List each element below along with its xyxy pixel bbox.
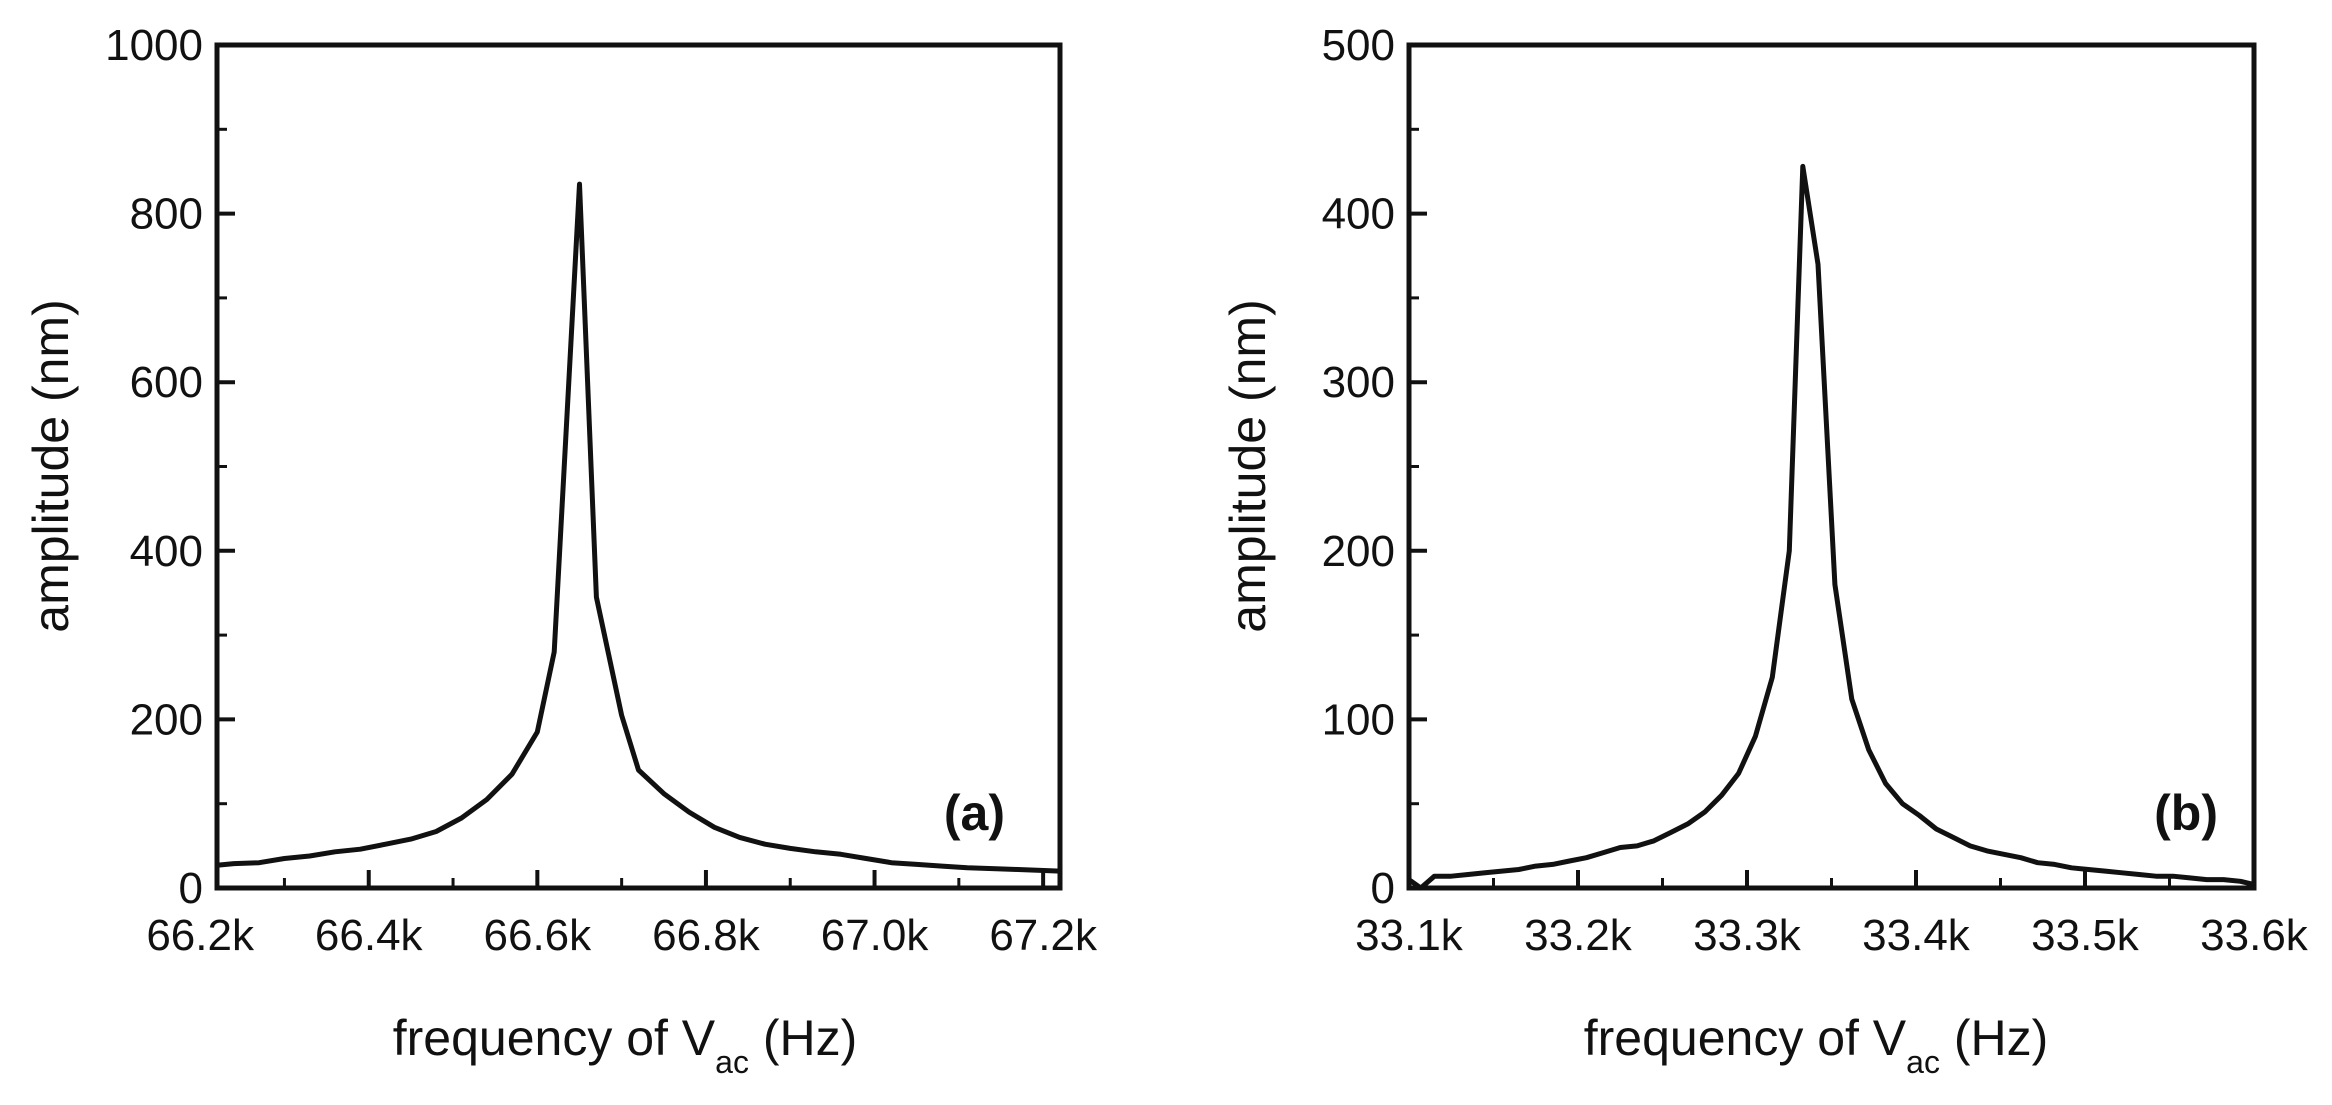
panel-a-series-line <box>216 181 1061 874</box>
panel-a-tick-labels: 66.2k 66.4k 66.6k 66.8k 67.0k 67.2k 0 200 400 600… <box>105 21 1098 960</box>
panel-a-ylabel: amplitude (nm) <box>23 299 79 632</box>
panel-a-x-tick-label: 66.8k <box>652 911 761 960</box>
panel-a-y-tick-label: 600 <box>130 358 203 407</box>
panel-b-y-tick-label: 0 <box>1371 864 1395 913</box>
panel-a-plot-frame: 66.2k 66.4k 66.6k 66.8k 67.0k 67.2k 0 200 400 600… <box>105 21 1098 960</box>
panel-b-x-tick-label: 33.3k <box>1693 911 1802 960</box>
panel-b-axes-box <box>1406 42 2257 891</box>
panel-b-x-tick-label: 33.2k <box>1524 911 1633 960</box>
panel-b: 33.1k 33.2k 33.3k 33.4k 33.5k 33.6k 0 100 200 300… <box>1220 21 2309 1080</box>
panel-b-x-tick-label: 33.1k <box>1355 911 1464 960</box>
panel-a-y-tick-label: 400 <box>130 527 203 576</box>
panel-b-y-tick-label: 200 <box>1322 527 1395 576</box>
panel-b-label: (b) <box>2154 785 2218 841</box>
panel-a-y-tick-label: 200 <box>130 695 203 744</box>
panel-b-tick-labels: 33.1k 33.2k 33.3k 33.4k 33.5k 33.6k 0 100 200 300… <box>1322 21 2309 960</box>
panel-a-x-tick-label: 67.0k <box>821 911 930 960</box>
panel-a-y-tick-label: 0 <box>179 864 203 913</box>
panel-b-y-tick-label: 400 <box>1322 190 1395 239</box>
panel-a-y-tick-label: 800 <box>130 190 203 239</box>
panel-b-plot-frame: 33.1k 33.2k 33.3k 33.4k 33.5k 33.6k 0 100 200 300… <box>1322 21 2309 960</box>
panel-a-ticks <box>217 43 1046 890</box>
panel-b-series-line <box>1407 163 2255 891</box>
panel-b-x-tick-label: 33.5k <box>2031 911 2140 960</box>
panel-a-xlabel-main: frequency of V <box>393 1010 716 1066</box>
panel-b-xlabel-tail: (Hz) <box>1940 1010 2048 1066</box>
panel-a-y-tick-label: 1000 <box>105 21 203 70</box>
panel-a: 66.2k 66.4k 66.6k 66.8k 67.0k 67.2k 0 200 400 600… <box>23 21 1098 1080</box>
panel-a-x-tick-label: 66.2k <box>146 911 255 960</box>
panel-b-y-tick-label: 100 <box>1322 695 1395 744</box>
panel-a-xlabel: frequency of Vac (Hz) <box>393 1010 858 1080</box>
panel-a-xlabel-tail: (Hz) <box>749 1010 857 1066</box>
panel-b-ticks <box>1407 43 2256 890</box>
panel-b-xlabel-main: frequency of V <box>1584 1010 1907 1066</box>
panel-b-xlabel: frequency of Vac (Hz) <box>1584 1010 2049 1080</box>
panel-b-x-tick-label: 33.4k <box>1862 911 1971 960</box>
panel-a-xlabel-sub: ac <box>715 1044 749 1080</box>
panel-b-y-tick-label: 500 <box>1322 21 1395 70</box>
panel-b-xlabel-sub: ac <box>1906 1044 1940 1080</box>
panel-a-x-tick-label: 66.4k <box>315 911 424 960</box>
panel-b-y-tick-label: 300 <box>1322 358 1395 407</box>
panel-a-x-tick-label: 66.6k <box>484 911 593 960</box>
panel-a-label: (a) <box>944 785 1005 841</box>
panel-b-x-tick-label: 33.6k <box>2200 911 2309 960</box>
panel-a-x-tick-label: 67.2k <box>989 911 1098 960</box>
panel-b-ylabel: amplitude (nm) <box>1220 299 1276 632</box>
